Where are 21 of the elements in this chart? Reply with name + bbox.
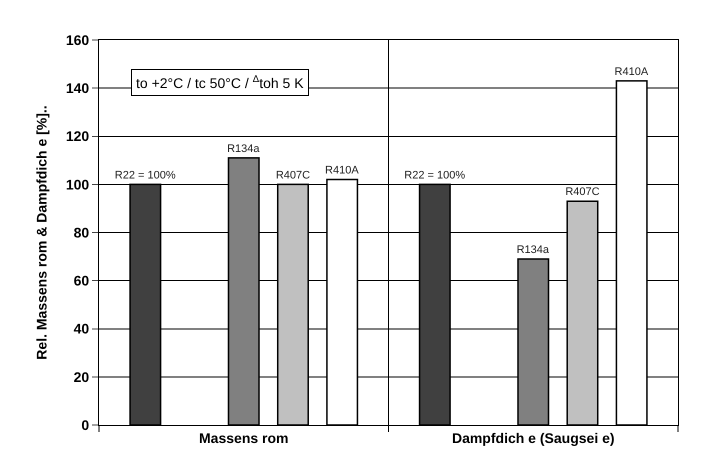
- text: R134a: [516, 244, 550, 256]
- text: R22 = 100%: [404, 169, 466, 182]
- y-tick-label: 60: [74, 272, 90, 289]
- y-tick-label: 140: [66, 80, 90, 96]
- y-tick-label: 120: [66, 128, 90, 144]
- y-tick-label: 40: [74, 320, 90, 337]
- y-tick-label: 0: [81, 416, 90, 433]
- x-tick-label: Massens rom: [199, 430, 288, 446]
- text: R410A: [325, 164, 359, 177]
- annotation: to +2°C / tc 50°C / $^{Δ}$toh 5 K: [136, 74, 304, 91]
- series-label: R22 = 100%: [114, 169, 176, 182]
- y-tick-label: 100: [66, 176, 90, 192]
- text: R407C: [565, 186, 600, 198]
- series-label: R410A: [614, 66, 649, 78]
- y-axis-title: Rel. Massens rom & Dampfdich e [%]..: [33, 105, 50, 360]
- y-tick-label: 160: [66, 32, 90, 48]
- series-label: R134a: [227, 142, 260, 155]
- x-tick-label: Dampfdich e (Saugsei e): [452, 430, 615, 446]
- series-label: R407C: [276, 169, 310, 182]
- y-tick-label: 80: [74, 224, 90, 240]
- y-tick-label: 20: [74, 368, 90, 385]
